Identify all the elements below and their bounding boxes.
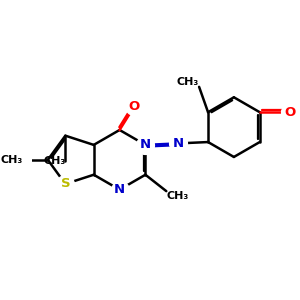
Text: N: N [173, 137, 184, 150]
Text: CH₃: CH₃ [177, 77, 199, 87]
Text: N: N [114, 183, 125, 196]
Text: S: S [61, 178, 70, 190]
Text: CH₃: CH₃ [43, 156, 65, 166]
Text: O: O [284, 106, 295, 119]
Text: O: O [129, 100, 140, 112]
Text: CH₃: CH₃ [166, 191, 189, 201]
Text: CH₃: CH₃ [0, 155, 22, 165]
Text: N: N [140, 138, 151, 152]
